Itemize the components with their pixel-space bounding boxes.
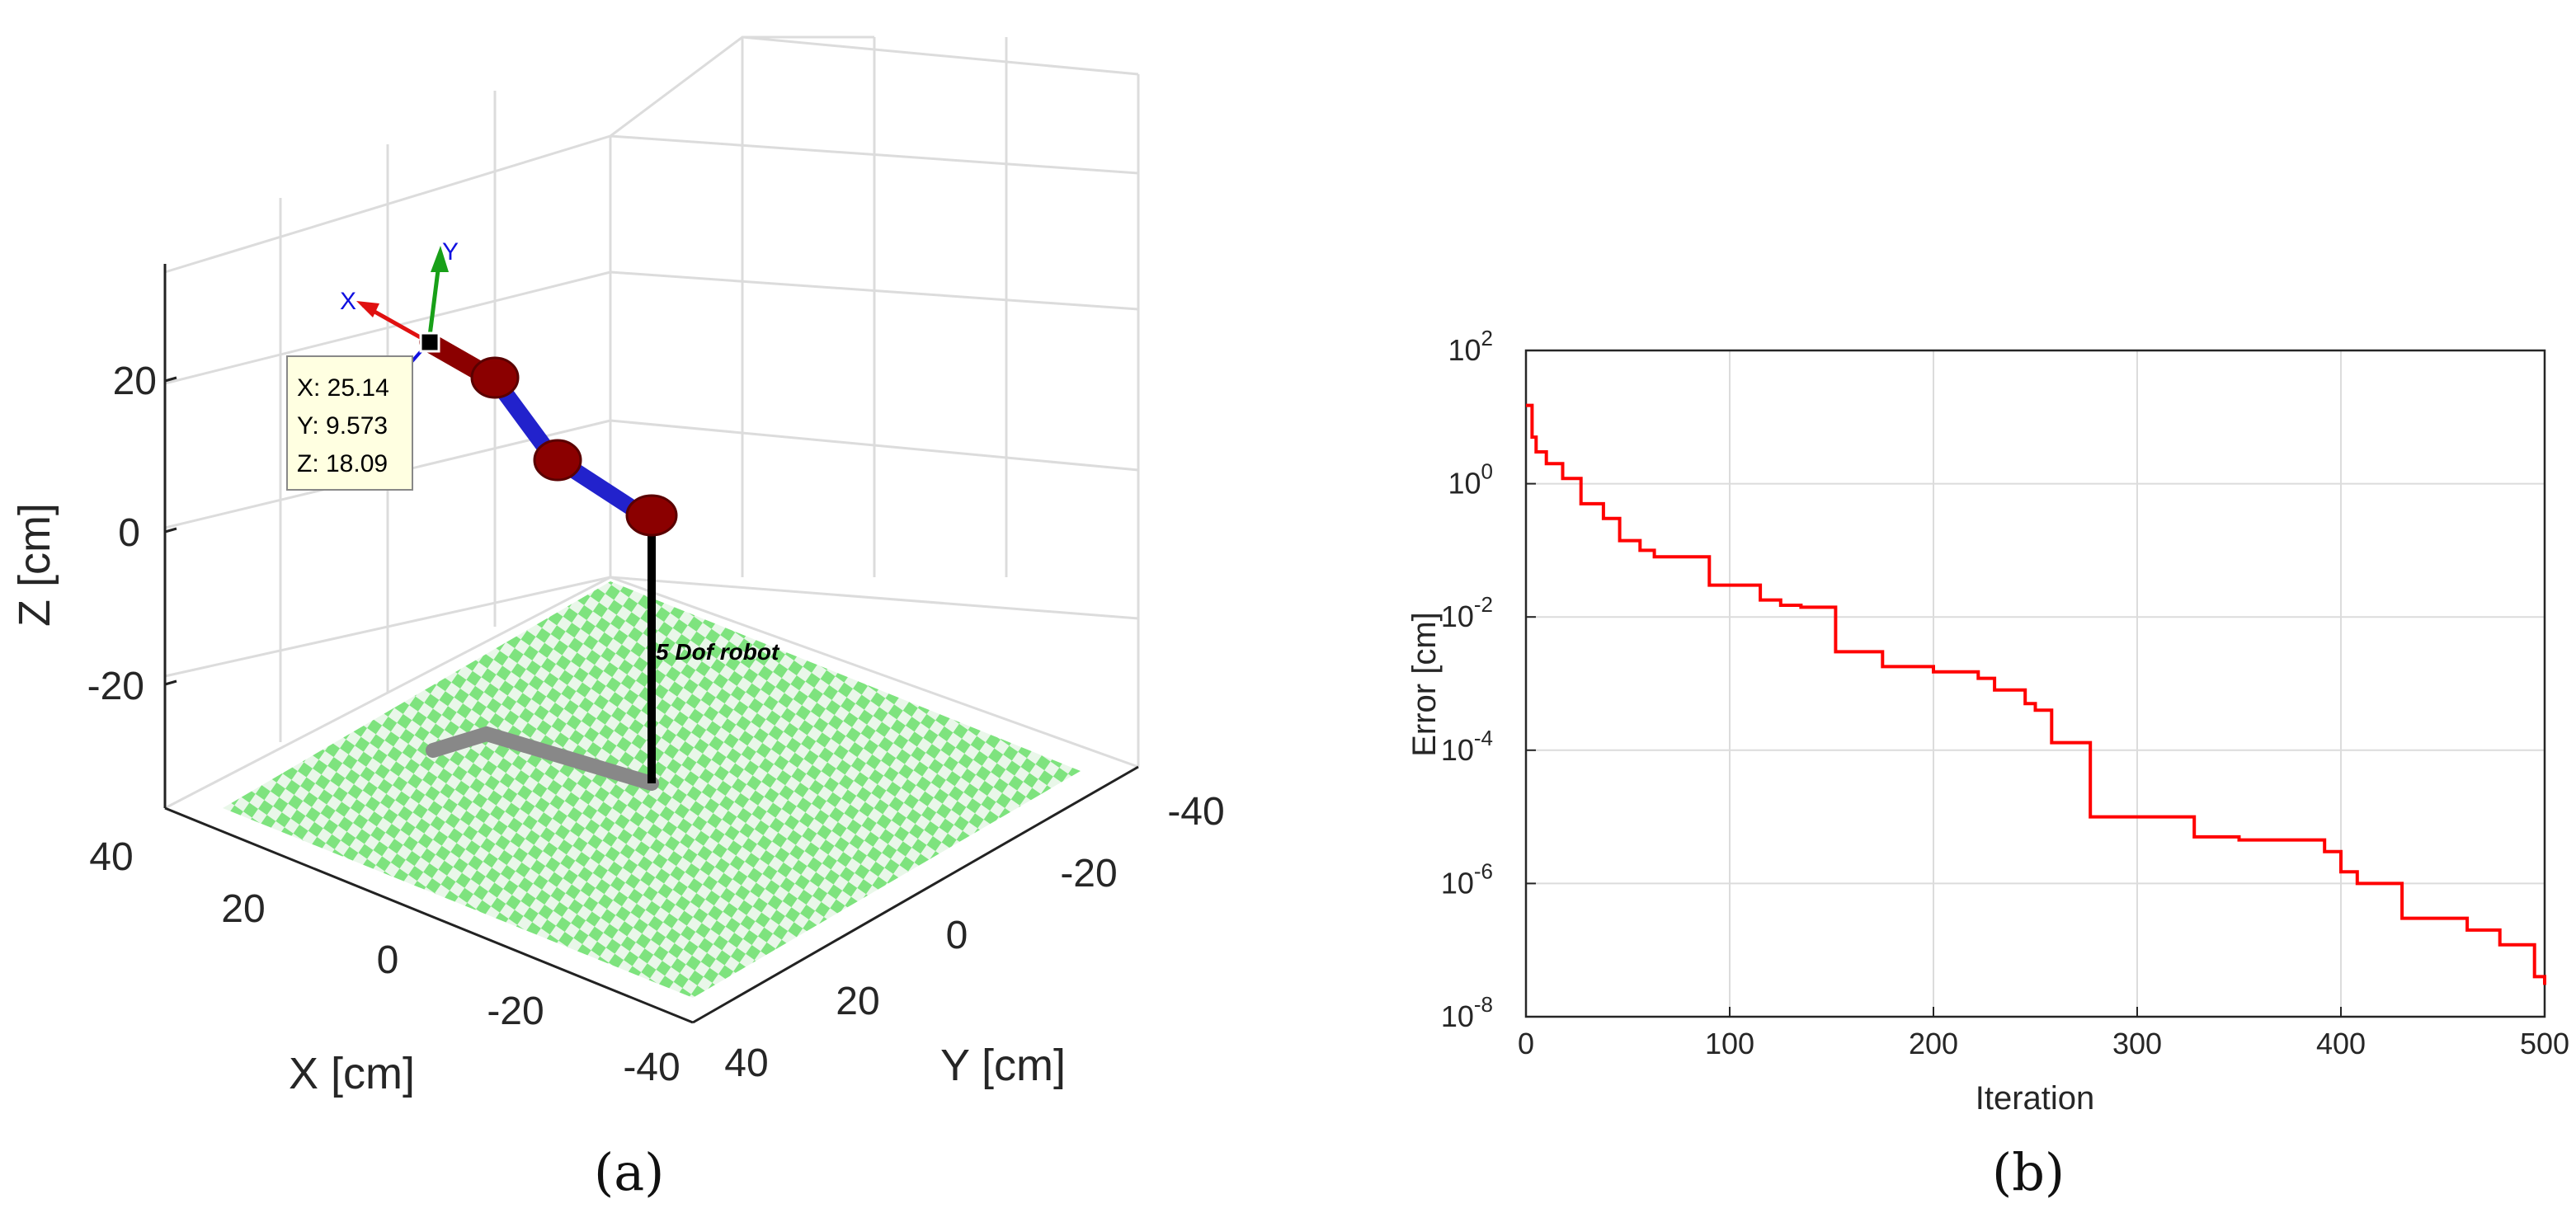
- robot-joint: [533, 439, 582, 482]
- datatip-y: Y: 9.573: [297, 412, 388, 440]
- y-tick-label: 10-2: [1441, 592, 1493, 633]
- y-tick-exponent: 2: [1481, 326, 1493, 350]
- x-axis-label: Iteration: [1976, 1080, 2095, 1117]
- y-tick-label: 10-8: [1441, 992, 1493, 1033]
- y-tick: 40: [724, 1041, 768, 1085]
- x-axis-label: X [cm]: [289, 1049, 415, 1098]
- y-tick-exponent: -4: [1474, 726, 1493, 750]
- x-tick-label: 500: [2520, 1027, 2569, 1060]
- frame-x-arrowhead: [356, 301, 379, 317]
- y-axis-label: Y [cm]: [940, 1041, 1066, 1090]
- datatip-x: X: 25.14: [297, 374, 389, 402]
- box-grid: [164, 35, 1140, 810]
- datatip[interactable]: X: 25.14 Y: 9.573 Z: 18.09: [286, 355, 413, 491]
- z-tick: 0: [118, 511, 140, 555]
- z-tick-marks: [164, 376, 177, 686]
- robot-label: 5 Dof robot: [656, 639, 780, 665]
- chart-grid: [1525, 350, 2545, 1018]
- frame-x-label: X: [340, 288, 356, 315]
- y-tick-label: 10-4: [1441, 726, 1493, 767]
- y-tick: -20: [1060, 852, 1117, 896]
- y-tick: 0: [946, 914, 968, 957]
- caption-b: (b): [1992, 1142, 2065, 1202]
- x-tick-label: 400: [2316, 1027, 2366, 1060]
- datatip-z: Z: 18.09: [297, 450, 388, 477]
- x-tick-label: 300: [2112, 1027, 2162, 1060]
- x-tick-label: 200: [1909, 1027, 1958, 1060]
- end-effector-marker-icon[interactable]: [419, 331, 440, 353]
- frame-y-label: Y: [442, 238, 459, 266]
- x-tick: 0: [377, 938, 399, 982]
- y-tick-exponent: 0: [1481, 459, 1493, 484]
- y-axis-label: Error [cm]: [1406, 612, 1443, 757]
- x-tick: -40: [623, 1046, 680, 1089]
- robot-shadow: [426, 726, 659, 791]
- y-tick-exponent: -8: [1474, 992, 1493, 1017]
- y-tick-label: 102: [1448, 326, 1493, 367]
- y-tick-label: 10-6: [1441, 858, 1493, 900]
- y-tick-label: 100: [1448, 459, 1493, 501]
- robot-joint: [625, 494, 678, 537]
- frame-y-arrowhead: [431, 246, 449, 272]
- x-tick: 20: [221, 887, 265, 931]
- y-tick: -40: [1167, 790, 1224, 834]
- x-ticks: 0 100 200 300 400 500: [1518, 1007, 2569, 1060]
- z-tick: 20: [113, 360, 157, 403]
- x-tick-label: 0: [1518, 1027, 1534, 1060]
- plot-area-frame: [1524, 349, 2546, 1018]
- z-tick: -20: [87, 665, 144, 708]
- robot-joint: [470, 356, 520, 399]
- caption-a: (a): [594, 1142, 665, 1202]
- z-axis-label: Z [cm]: [10, 503, 59, 627]
- y-tick: 20: [836, 980, 879, 1023]
- x-tick: -20: [487, 990, 544, 1033]
- y-tick-exponent: -6: [1474, 858, 1493, 883]
- x-tick-label: 100: [1705, 1027, 1754, 1060]
- frame-y-arrow: [426, 263, 441, 343]
- x-tick: 40: [89, 835, 133, 879]
- robot-joints: [470, 356, 678, 537]
- y-ticks: 102 100 10-2 10-4 10-6 10-8: [1441, 326, 1536, 1033]
- error-series-line: [1526, 403, 2546, 985]
- y-tick-exponent: -2: [1474, 592, 1493, 617]
- box-edges: [163, 264, 1139, 1024]
